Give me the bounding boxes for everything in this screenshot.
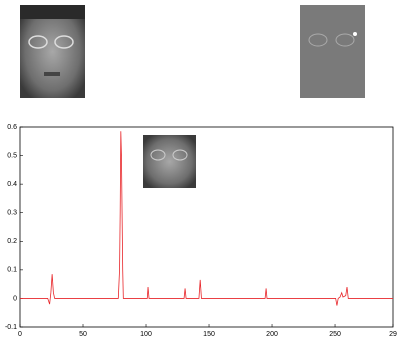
y-tick-label: 0.1 (7, 267, 17, 274)
difference-image (300, 5, 365, 98)
y-tick-label: 0.2 (7, 238, 17, 245)
x-tick-label: 200 (266, 331, 278, 338)
y-tick-label: 0.4 (7, 181, 17, 188)
x-tick-label: 29 (389, 331, 397, 338)
x-tick-label: 100 (140, 331, 152, 338)
y-tick-label: -0.1 (5, 324, 17, 331)
y-tick-label: 0.3 (7, 210, 17, 217)
x-tick-label: 50 (79, 331, 87, 338)
x-tick-label: 250 (329, 331, 341, 338)
x-tick-label: 0 (18, 331, 22, 338)
face-image (20, 5, 85, 98)
x-tick-label: 150 (203, 331, 215, 338)
inset-face-image (143, 135, 196, 188)
axes (19, 126, 394, 328)
y-tick-label: 0.5 (7, 152, 17, 159)
data-line (20, 131, 393, 306)
y-tick-label: 0.6 (7, 124, 17, 131)
y-tick-label: 0 (13, 295, 17, 302)
